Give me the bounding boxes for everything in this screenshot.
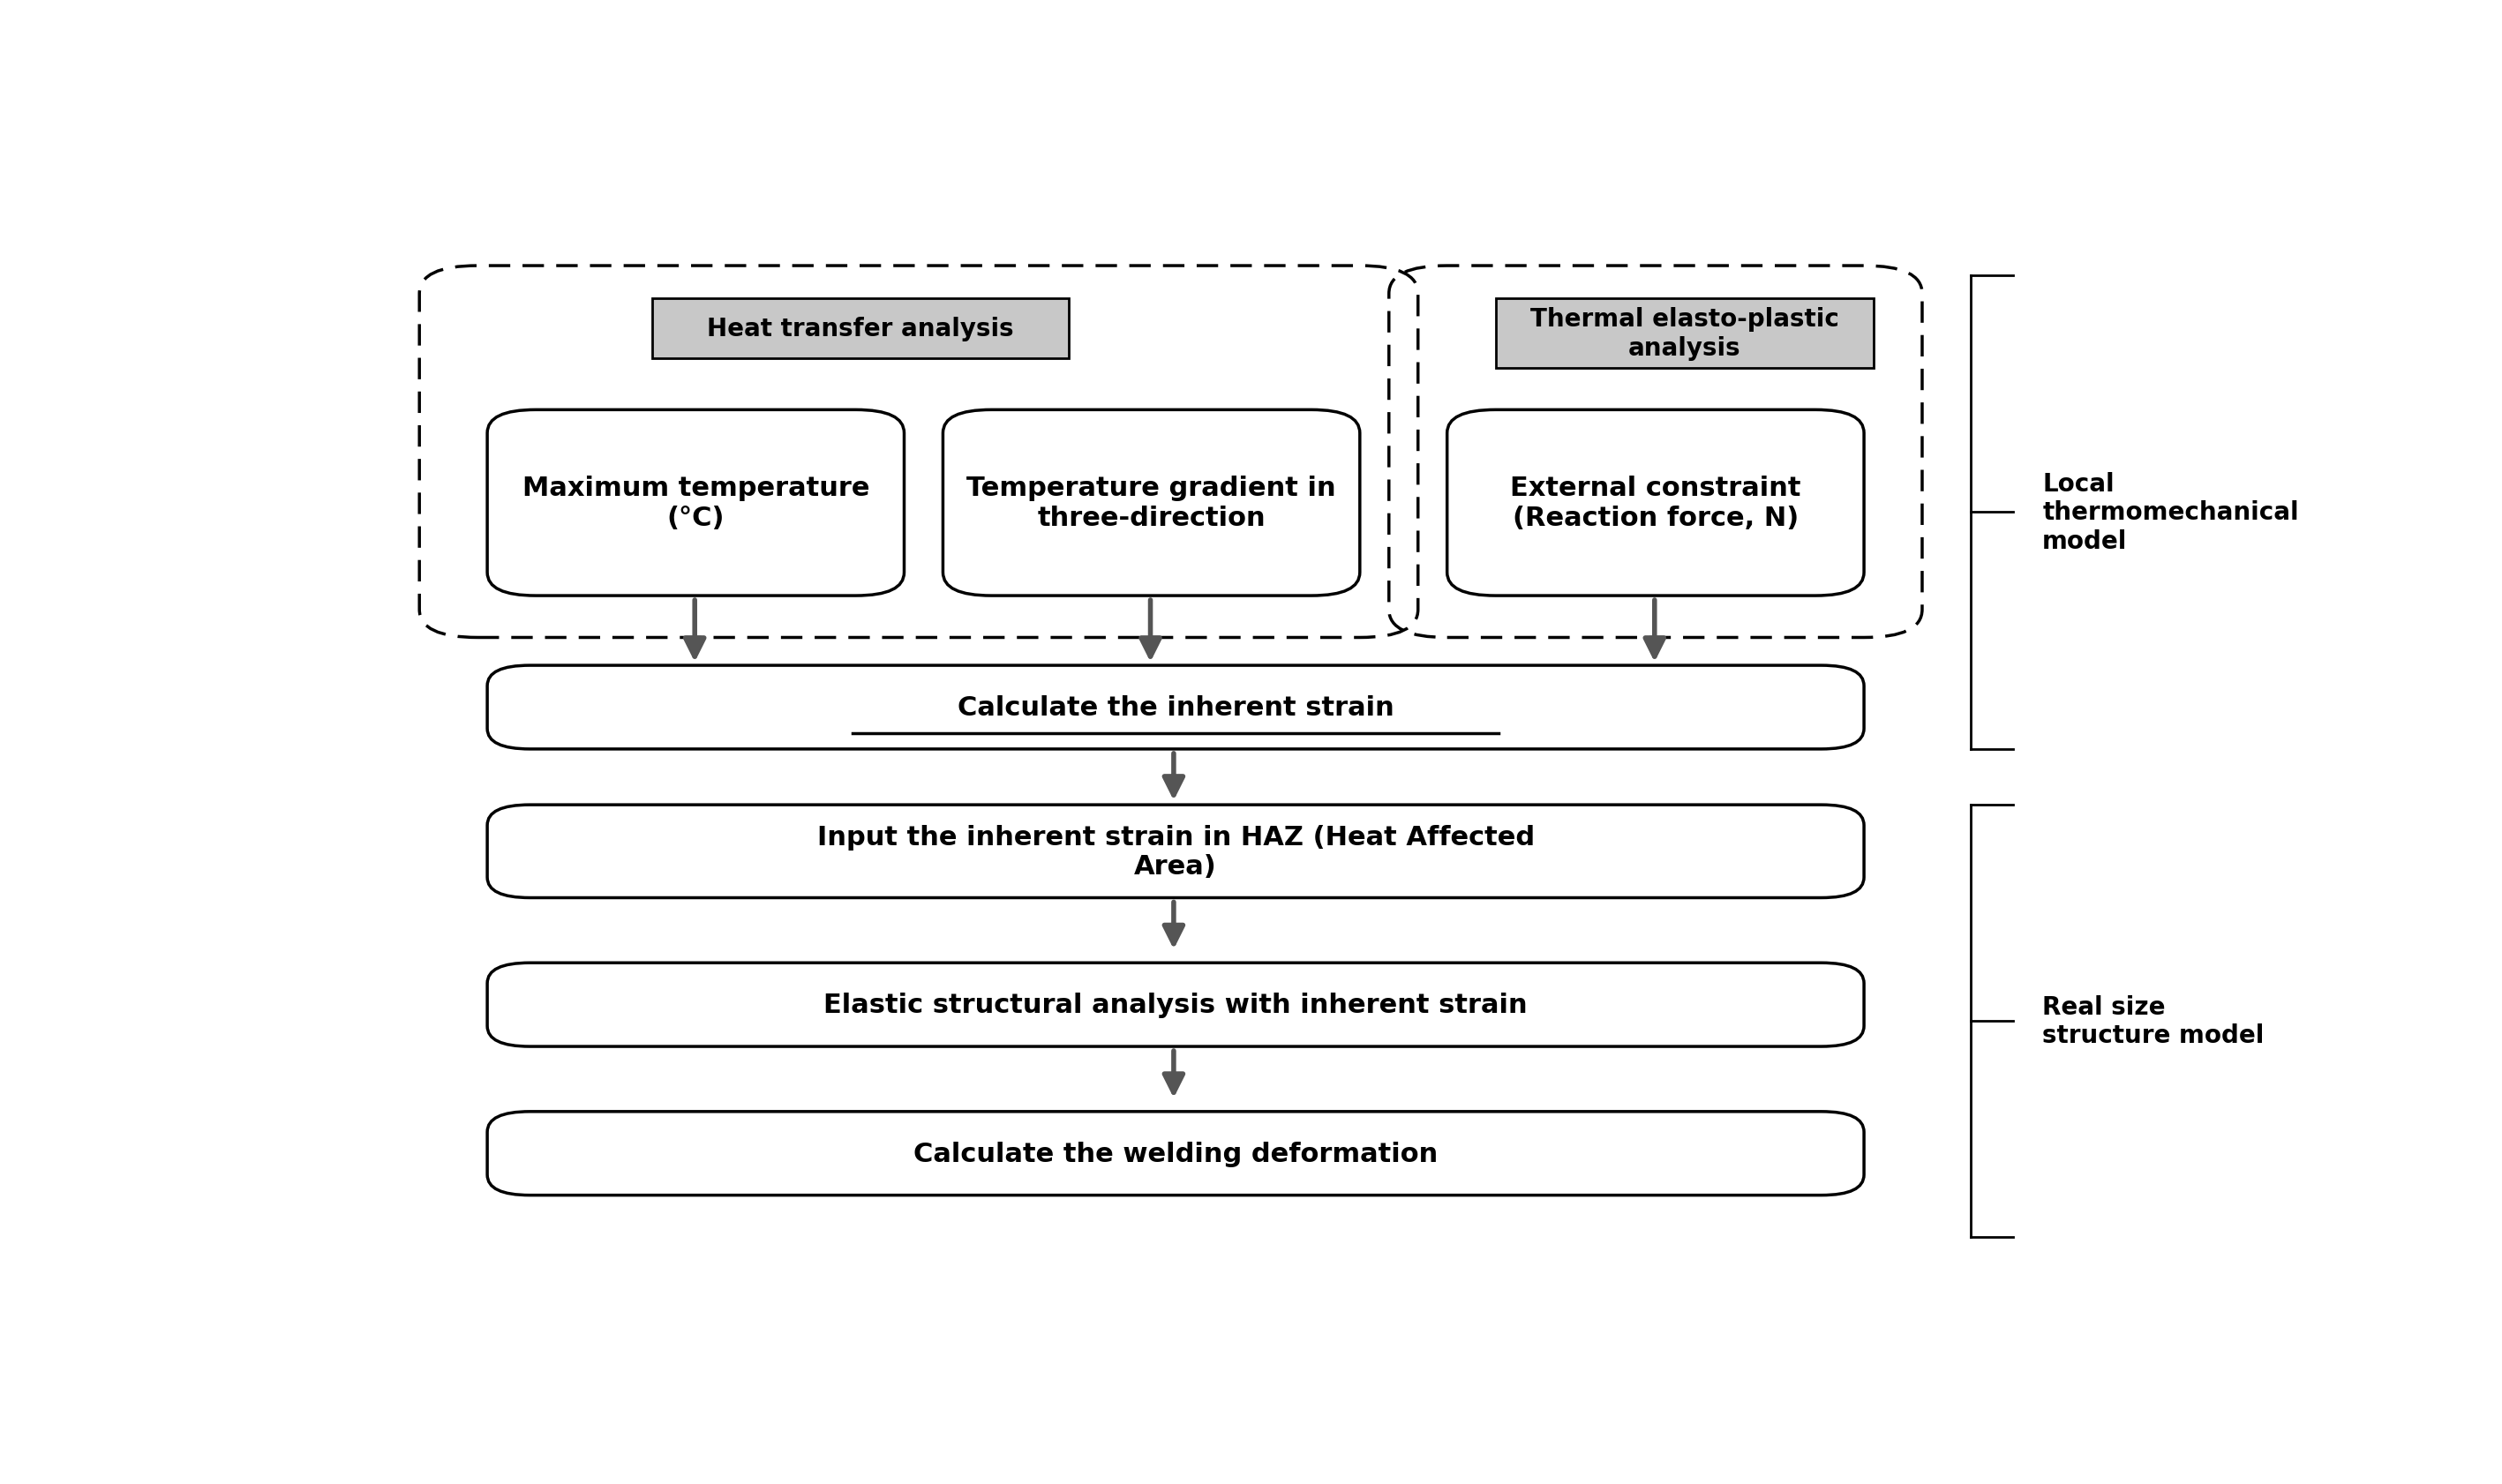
FancyBboxPatch shape <box>488 411 903 597</box>
FancyBboxPatch shape <box>653 298 1068 359</box>
Text: External constraint
(Reaction force, N): External constraint (Reaction force, N) <box>1511 476 1801 531</box>
Text: Heat transfer analysis: Heat transfer analysis <box>708 316 1013 341</box>
FancyBboxPatch shape <box>943 411 1361 597</box>
FancyBboxPatch shape <box>488 1112 1864 1195</box>
Text: Thermal elasto-plastic
analysis: Thermal elasto-plastic analysis <box>1531 307 1839 361</box>
Text: Local
thermomechanical
model: Local thermomechanical model <box>2042 472 2299 554</box>
Text: Calculate the inherent strain: Calculate the inherent strain <box>958 695 1394 720</box>
Text: Maximum temperature
(°C): Maximum temperature (°C) <box>523 476 868 531</box>
FancyBboxPatch shape <box>488 963 1864 1046</box>
Text: Real size
structure model: Real size structure model <box>2042 994 2264 1048</box>
Text: Calculate the welding deformation: Calculate the welding deformation <box>913 1141 1439 1166</box>
FancyBboxPatch shape <box>488 666 1864 749</box>
Text: Input the inherent strain in HAZ (Heat Affected
Area): Input the inherent strain in HAZ (Heat A… <box>816 824 1534 879</box>
FancyBboxPatch shape <box>1496 298 1874 368</box>
FancyBboxPatch shape <box>1446 411 1864 597</box>
FancyBboxPatch shape <box>488 806 1864 898</box>
Text: Elastic structural analysis with inherent strain: Elastic structural analysis with inheren… <box>823 993 1529 1018</box>
Text: Temperature gradient in
three-direction: Temperature gradient in three-direction <box>966 476 1336 531</box>
